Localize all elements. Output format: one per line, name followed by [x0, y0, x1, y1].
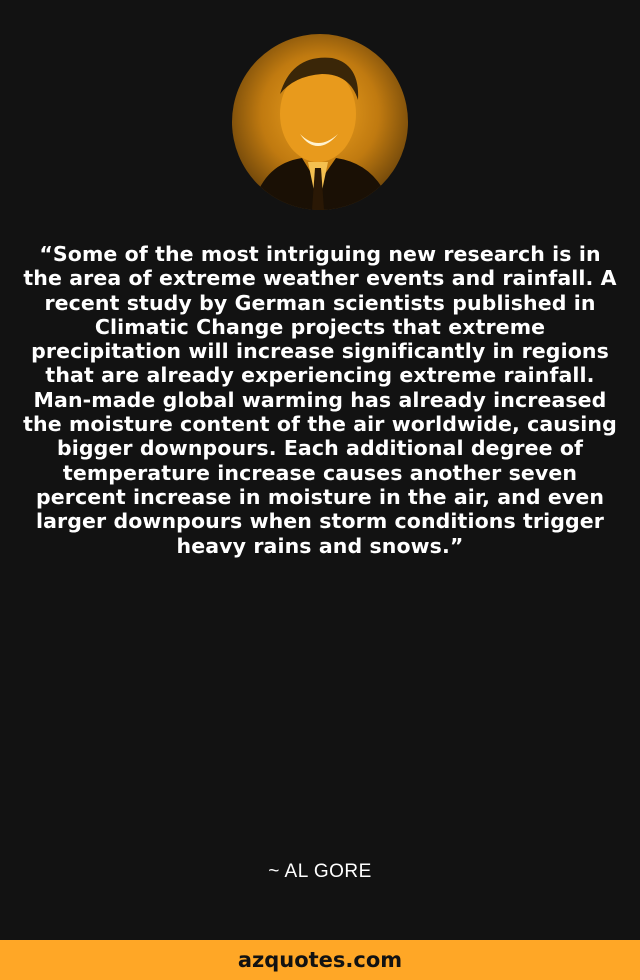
site-link[interactable]: azquotes.com — [237, 948, 403, 972]
quote-author: ~ AL GORE — [268, 861, 372, 882]
portrait-image — [252, 57, 392, 210]
site-footer: azquotes.com — [0, 940, 640, 980]
quote-text: “Some of the most intriguing new researc… — [23, 242, 617, 558]
author-portrait — [232, 34, 408, 210]
